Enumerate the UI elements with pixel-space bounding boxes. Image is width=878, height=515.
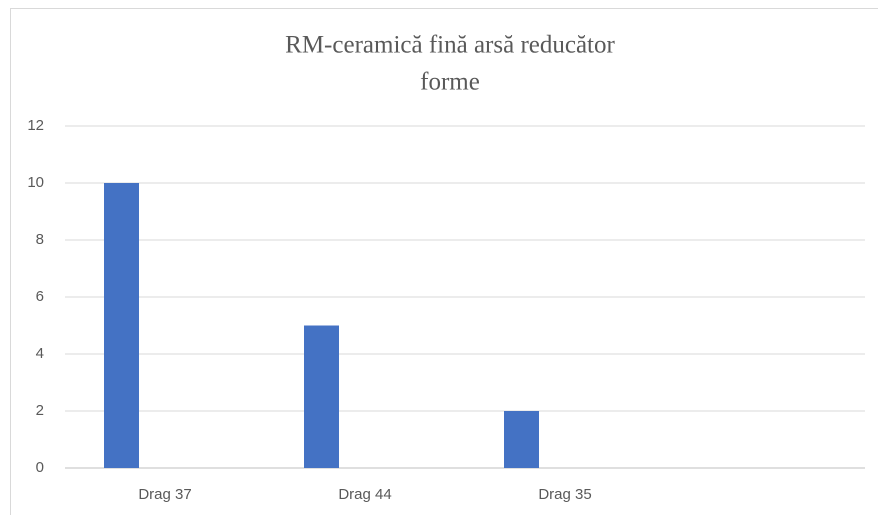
y-tick-label: 12 (27, 117, 44, 134)
bar (304, 325, 339, 468)
bar (104, 183, 139, 468)
chart-frame (10, 8, 878, 515)
y-tick-label: 8 (36, 231, 44, 248)
chart-title: RM-ceramică fină arsă reducător (285, 32, 615, 59)
y-tick-label: 2 (36, 402, 44, 419)
x-tick-label: Drag 37 (138, 486, 191, 503)
y-tick-label: 4 (36, 345, 44, 362)
x-tick-label: Drag 35 (538, 486, 591, 503)
bar (504, 411, 539, 468)
x-tick-label: Drag 44 (338, 486, 391, 503)
chart-title: forme (420, 69, 480, 96)
y-tick-label: 10 (27, 174, 44, 191)
y-tick-label: 0 (36, 459, 44, 476)
y-tick-label: 6 (36, 288, 44, 305)
